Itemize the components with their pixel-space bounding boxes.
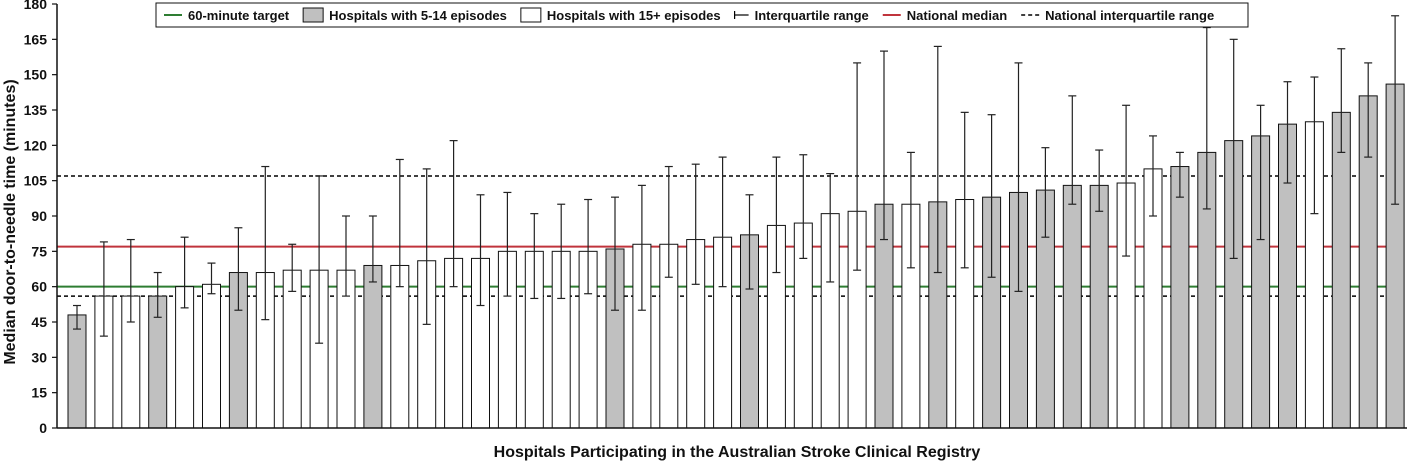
legend-item-5-label: National interquartile range — [1045, 8, 1214, 23]
y-tick-label-0: 0 — [39, 420, 47, 436]
legend-item-1-symbol — [302, 7, 324, 23]
bar-11 — [363, 264, 383, 429]
y-axis-title: Median door-to-needle time (minutes) — [2, 79, 19, 364]
y-tick-label-150: 150 — [24, 67, 48, 83]
y-tick-label-180: 180 — [24, 0, 48, 12]
axes: 0 15 30 45 60 75 90 105 120 135 150 165 180 — [24, 0, 1407, 436]
y-tick-label-105: 105 — [24, 173, 48, 189]
legend-item-3-label: Interquartile range — [755, 8, 869, 23]
y-tick-label-30: 30 — [31, 349, 47, 365]
legend-item-1-label: Hospitals with 5-14 episodes — [329, 8, 507, 23]
y-tick-label-165: 165 — [24, 31, 48, 47]
y-tick-label-45: 45 — [31, 314, 47, 330]
legend-item-2-label: Hospitals with 15+ episodes — [547, 8, 721, 23]
y-tick-label-135: 135 — [24, 102, 48, 118]
y-tick-label-15: 15 — [31, 385, 47, 401]
bar-47 — [1331, 111, 1351, 429]
bars — [67, 15, 1405, 429]
x-axis-title: Hospitals Participating in the Australia… — [494, 444, 981, 461]
y-tick-label-120: 120 — [24, 137, 48, 153]
legend-box — [155, 2, 1249, 28]
y-tick-label-75: 75 — [31, 243, 47, 259]
bar-38 — [1089, 184, 1109, 429]
legend-item-0-label: 60-minute target — [188, 8, 290, 23]
bar-0 — [67, 314, 87, 429]
bar-12 — [390, 264, 410, 429]
bar-5 — [202, 283, 221, 429]
legend-item-4-label: National median — [907, 8, 1007, 23]
bar-8 — [282, 269, 302, 429]
y-tick-label-90: 90 — [31, 208, 47, 224]
bar-37 — [1062, 184, 1082, 429]
y-tick-label-60: 60 — [31, 279, 47, 295]
legend: 60-minute target Hospitals with 5-14 epis… — [155, 2, 1249, 28]
bar-41 — [1170, 166, 1190, 429]
legend-item-2-symbol — [520, 7, 542, 23]
